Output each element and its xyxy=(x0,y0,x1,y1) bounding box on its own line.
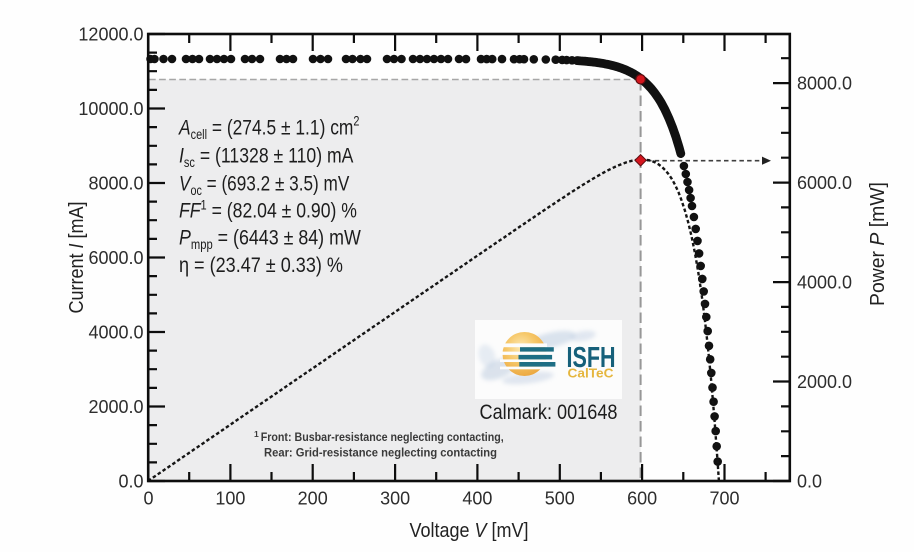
svg-text:10000.0: 10000.0 xyxy=(78,99,143,119)
svg-text:500: 500 xyxy=(545,489,575,509)
svg-text:FF1 = (82.04 ± 0.90) %: FF1 = (82.04 ± 0.90) % xyxy=(179,198,357,223)
svg-text:700: 700 xyxy=(709,489,739,509)
svg-text:Voc = (693.2 ± 3.5) mV: Voc = (693.2 ± 3.5) mV xyxy=(179,172,349,199)
svg-text:Voltage V [mV]: Voltage V [mV] xyxy=(409,520,528,542)
svg-text:Current I [mA]: Current I [mA] xyxy=(66,202,88,314)
svg-text:Isc = (11328 ± 110) mA: Isc = (11328 ± 110) mA xyxy=(179,144,354,170)
svg-text:4000.0: 4000.0 xyxy=(797,272,852,292)
svg-text:Pmpp = (6443 ± 84) mW: Pmpp = (6443 ± 84) mW xyxy=(179,226,361,252)
svg-text:4000.0: 4000.0 xyxy=(88,322,143,342)
svg-text:Rear: Grid-resistance neglecti: Rear: Grid-resistance neglecting contact… xyxy=(264,446,497,460)
svg-text:300: 300 xyxy=(380,489,410,509)
svg-text:100: 100 xyxy=(215,489,245,509)
svg-text:200: 200 xyxy=(298,489,328,509)
svg-text:2000.0: 2000.0 xyxy=(88,397,143,417)
svg-text:η = (23.47 ± 0.33) %: η = (23.47 ± 0.33) % xyxy=(179,253,343,277)
svg-text:8000.0: 8000.0 xyxy=(797,73,852,93)
svg-text:12000.0: 12000.0 xyxy=(78,24,143,44)
svg-text:ISFH: ISFH xyxy=(567,342,616,374)
svg-text:0.0: 0.0 xyxy=(118,471,143,491)
svg-text:0: 0 xyxy=(143,489,153,509)
svg-text:0.0: 0.0 xyxy=(797,471,822,491)
svg-text:6000.0: 6000.0 xyxy=(88,248,143,268)
svg-text:Acell = (274.5 ± 1.1) cm2: Acell = (274.5 ± 1.1) cm2 xyxy=(178,114,360,143)
svg-text:6000.0: 6000.0 xyxy=(797,173,852,193)
svg-text:Power P [mW]: Power P [mW] xyxy=(867,182,889,306)
svg-text:CalTeC: CalTeC xyxy=(568,367,614,381)
svg-text:2000.0: 2000.0 xyxy=(797,372,852,392)
svg-text:400: 400 xyxy=(462,489,492,509)
svg-text:600: 600 xyxy=(627,489,657,509)
svg-text:8000.0: 8000.0 xyxy=(88,173,143,193)
svg-text:Calmark: 001648: Calmark: 001648 xyxy=(480,401,618,424)
